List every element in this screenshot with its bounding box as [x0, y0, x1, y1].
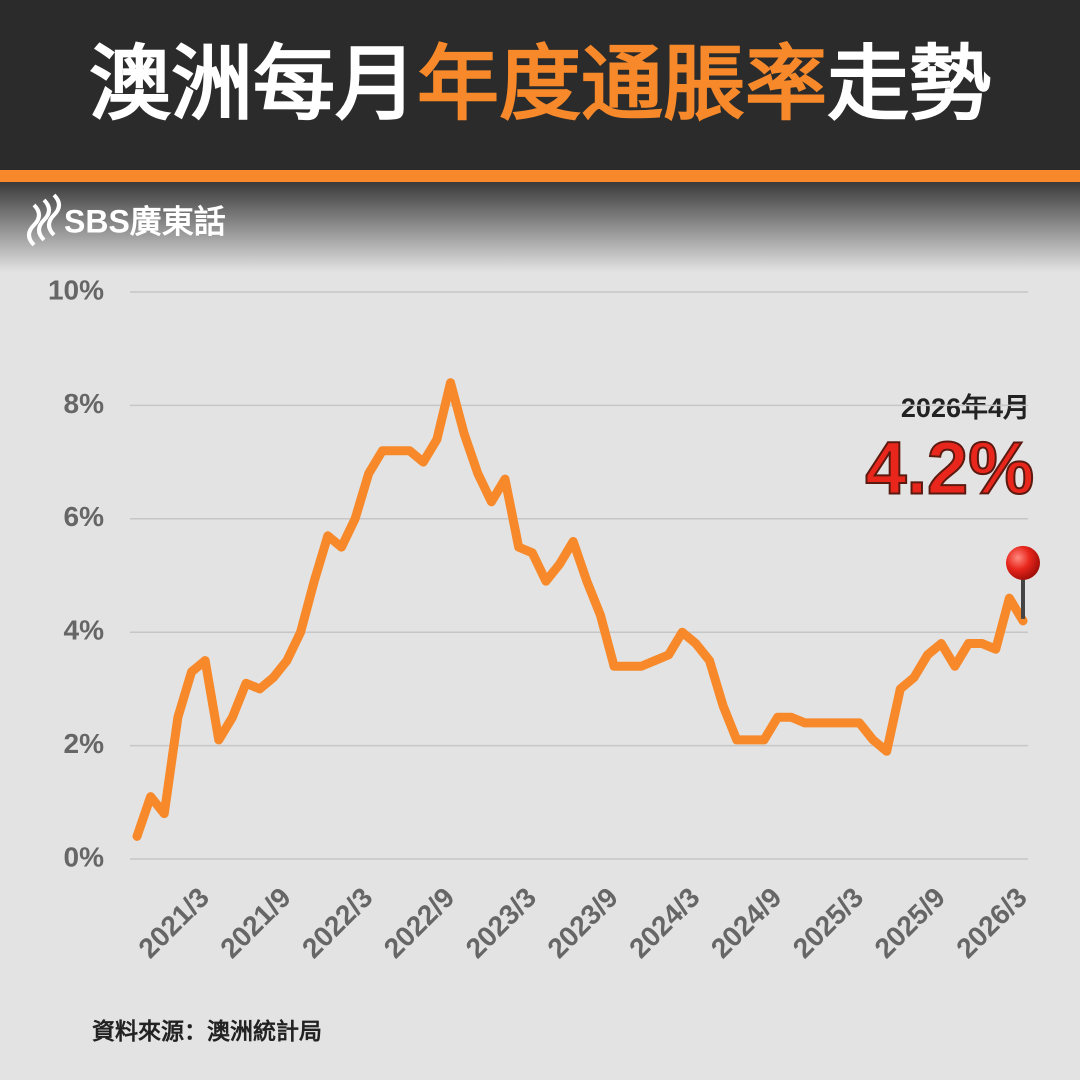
y-tick-label: 8%	[64, 388, 105, 419]
title-part: 走勢	[827, 39, 991, 130]
logo: SBS廣東話	[64, 203, 226, 239]
y-tick-label: 4%	[64, 615, 105, 646]
header-rule	[0, 170, 1080, 182]
line	[132, 378, 1028, 841]
annotation-value: 4.2%	[865, 427, 1034, 510]
header-fade	[0, 182, 1080, 272]
title-highlight: 年度通脹率	[417, 39, 827, 130]
logo-mark	[27, 193, 61, 247]
y-tick-label: 10%	[48, 274, 104, 305]
source: 資料來源：澳洲統計局	[92, 1018, 322, 1044]
y-tick-label: 2%	[64, 728, 105, 759]
title-part: 澳洲每月	[89, 39, 417, 130]
pin-head	[1006, 545, 1040, 580]
y-tick-label: 0%	[64, 841, 105, 872]
chart-title: 澳洲每月年度通脹率走勢	[89, 39, 991, 130]
header-bar	[0, 0, 1080, 170]
annotation-date: 2026年4月	[901, 392, 1030, 423]
y-tick-label: 6%	[64, 501, 105, 532]
